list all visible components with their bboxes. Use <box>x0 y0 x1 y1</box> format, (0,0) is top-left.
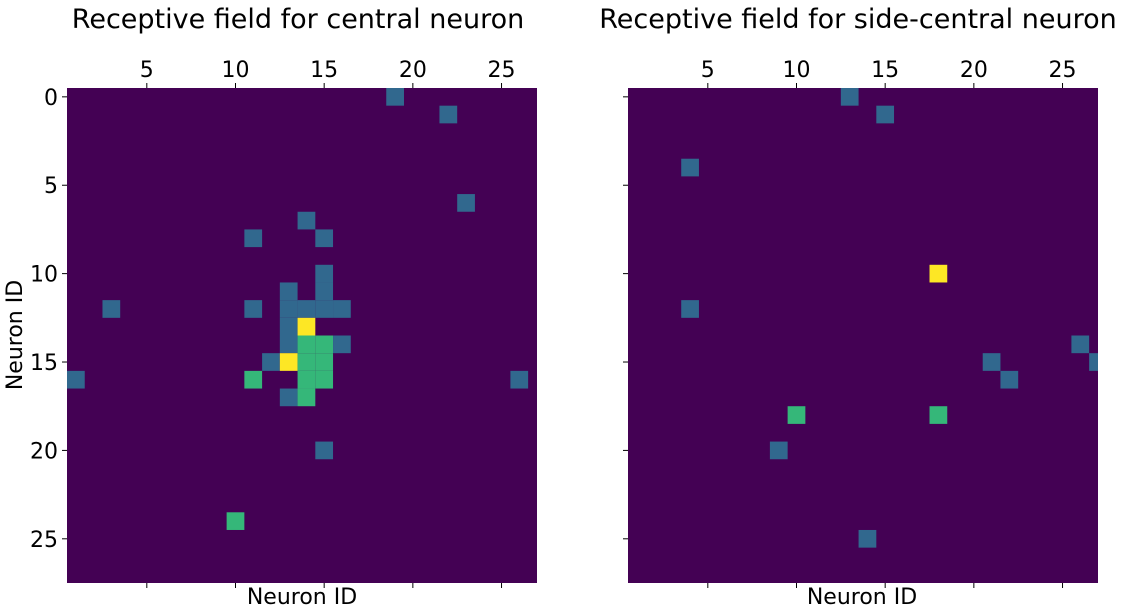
heatmap-cell <box>787 406 806 424</box>
chart-title-central: Receptive field for central neuron <box>72 4 524 35</box>
heatmap-cell <box>457 194 475 212</box>
heatmap-cell <box>315 282 334 301</box>
y-ticks-central: 0 5 10 15 20 25 <box>30 86 67 553</box>
heatmap-cell <box>279 317 298 336</box>
x-tick-label: 15 <box>871 58 899 83</box>
heatmap-cell <box>244 229 263 248</box>
heatmap-cell <box>244 370 263 389</box>
x-tick-label: 25 <box>1049 58 1077 83</box>
heatmap-cell <box>315 264 334 283</box>
heatmap-cell <box>315 335 334 354</box>
heatmap-cell <box>315 370 334 389</box>
heatmap-cell <box>315 229 334 248</box>
heatmap-cell <box>297 388 316 407</box>
heatmap-cell <box>279 335 298 354</box>
heatmap-cell <box>439 105 458 124</box>
heatmap-cell <box>67 370 85 389</box>
heatmap-cell <box>297 335 316 354</box>
x-tick-label: 10 <box>221 58 249 83</box>
y-tick-label: 25 <box>30 528 58 553</box>
x-axis-label-central: Neuron ID <box>247 585 357 610</box>
heatmap-cell <box>333 335 351 354</box>
x-tick-label: 5 <box>701 58 715 83</box>
y-tick-label: 15 <box>30 351 58 376</box>
plot-area-side-central <box>628 88 1098 583</box>
heatmap-cell <box>929 264 948 283</box>
heatmap-cell <box>279 388 298 407</box>
heatmap-cell <box>1000 370 1019 389</box>
x-ticks-side-central: 5 10 15 20 25 <box>701 58 1077 588</box>
heatmap-cell <box>244 300 263 318</box>
heatmap-cell <box>876 105 895 124</box>
heatmap-cell <box>297 211 316 230</box>
y-tick-label: 0 <box>44 86 58 111</box>
heatmap-cells-side-central <box>681 88 1098 548</box>
heatmap-cell <box>333 300 351 318</box>
panel-central: Receptive field for central neuron 5 10 15… <box>3 4 537 610</box>
heatmap-cell <box>1071 335 1090 354</box>
y-tick-label: 5 <box>44 174 58 199</box>
heatmap-cell <box>929 406 948 424</box>
chart-title-side-central: Receptive field for side-central neuron <box>599 4 1116 35</box>
heatmap-cell <box>297 317 316 336</box>
heatmap-cell <box>102 300 121 318</box>
heatmap-cell <box>315 353 334 371</box>
panel-side-central: Receptive field for side-central neuron … <box>599 4 1116 610</box>
heatmap-cell <box>858 529 877 548</box>
x-ticks-central: 5 10 15 20 25 <box>140 58 516 588</box>
heatmap-cell <box>297 300 316 318</box>
heatmap-cell <box>279 282 298 301</box>
heatmap-cell <box>315 441 334 460</box>
heatmap-cell <box>386 88 404 106</box>
y-ticks-side-central <box>623 96 628 540</box>
x-axis-label-side-central: Neuron ID <box>807 585 917 610</box>
heatmap-cell <box>840 88 859 106</box>
heatmap-cells-central <box>67 88 529 530</box>
x-tick-label: 5 <box>140 58 154 83</box>
y-tick-label: 10 <box>30 263 58 288</box>
heatmap-cell <box>297 370 316 389</box>
y-tick-label: 20 <box>30 439 58 464</box>
heatmap-cell <box>982 353 1001 371</box>
heatmap-cell <box>315 300 334 318</box>
x-tick-label: 20 <box>960 58 988 83</box>
heatmap-cell <box>226 512 245 530</box>
heatmap-cell <box>262 353 280 371</box>
x-tick-label: 15 <box>310 58 338 83</box>
x-tick-label: 20 <box>399 58 427 83</box>
heatmap-cell <box>297 353 316 371</box>
heatmap-cell <box>279 300 298 318</box>
heatmap-cell <box>279 353 298 371</box>
heatmap-cell <box>1089 353 1098 371</box>
x-tick-label: 10 <box>782 58 810 83</box>
x-tick-label: 25 <box>488 58 516 83</box>
heatmap-cell <box>681 300 699 318</box>
y-axis-label-central: Neuron ID <box>3 280 28 390</box>
heatmap-cell <box>681 158 699 177</box>
heatmap-cell <box>510 370 529 389</box>
heatmap-cell <box>769 441 788 460</box>
